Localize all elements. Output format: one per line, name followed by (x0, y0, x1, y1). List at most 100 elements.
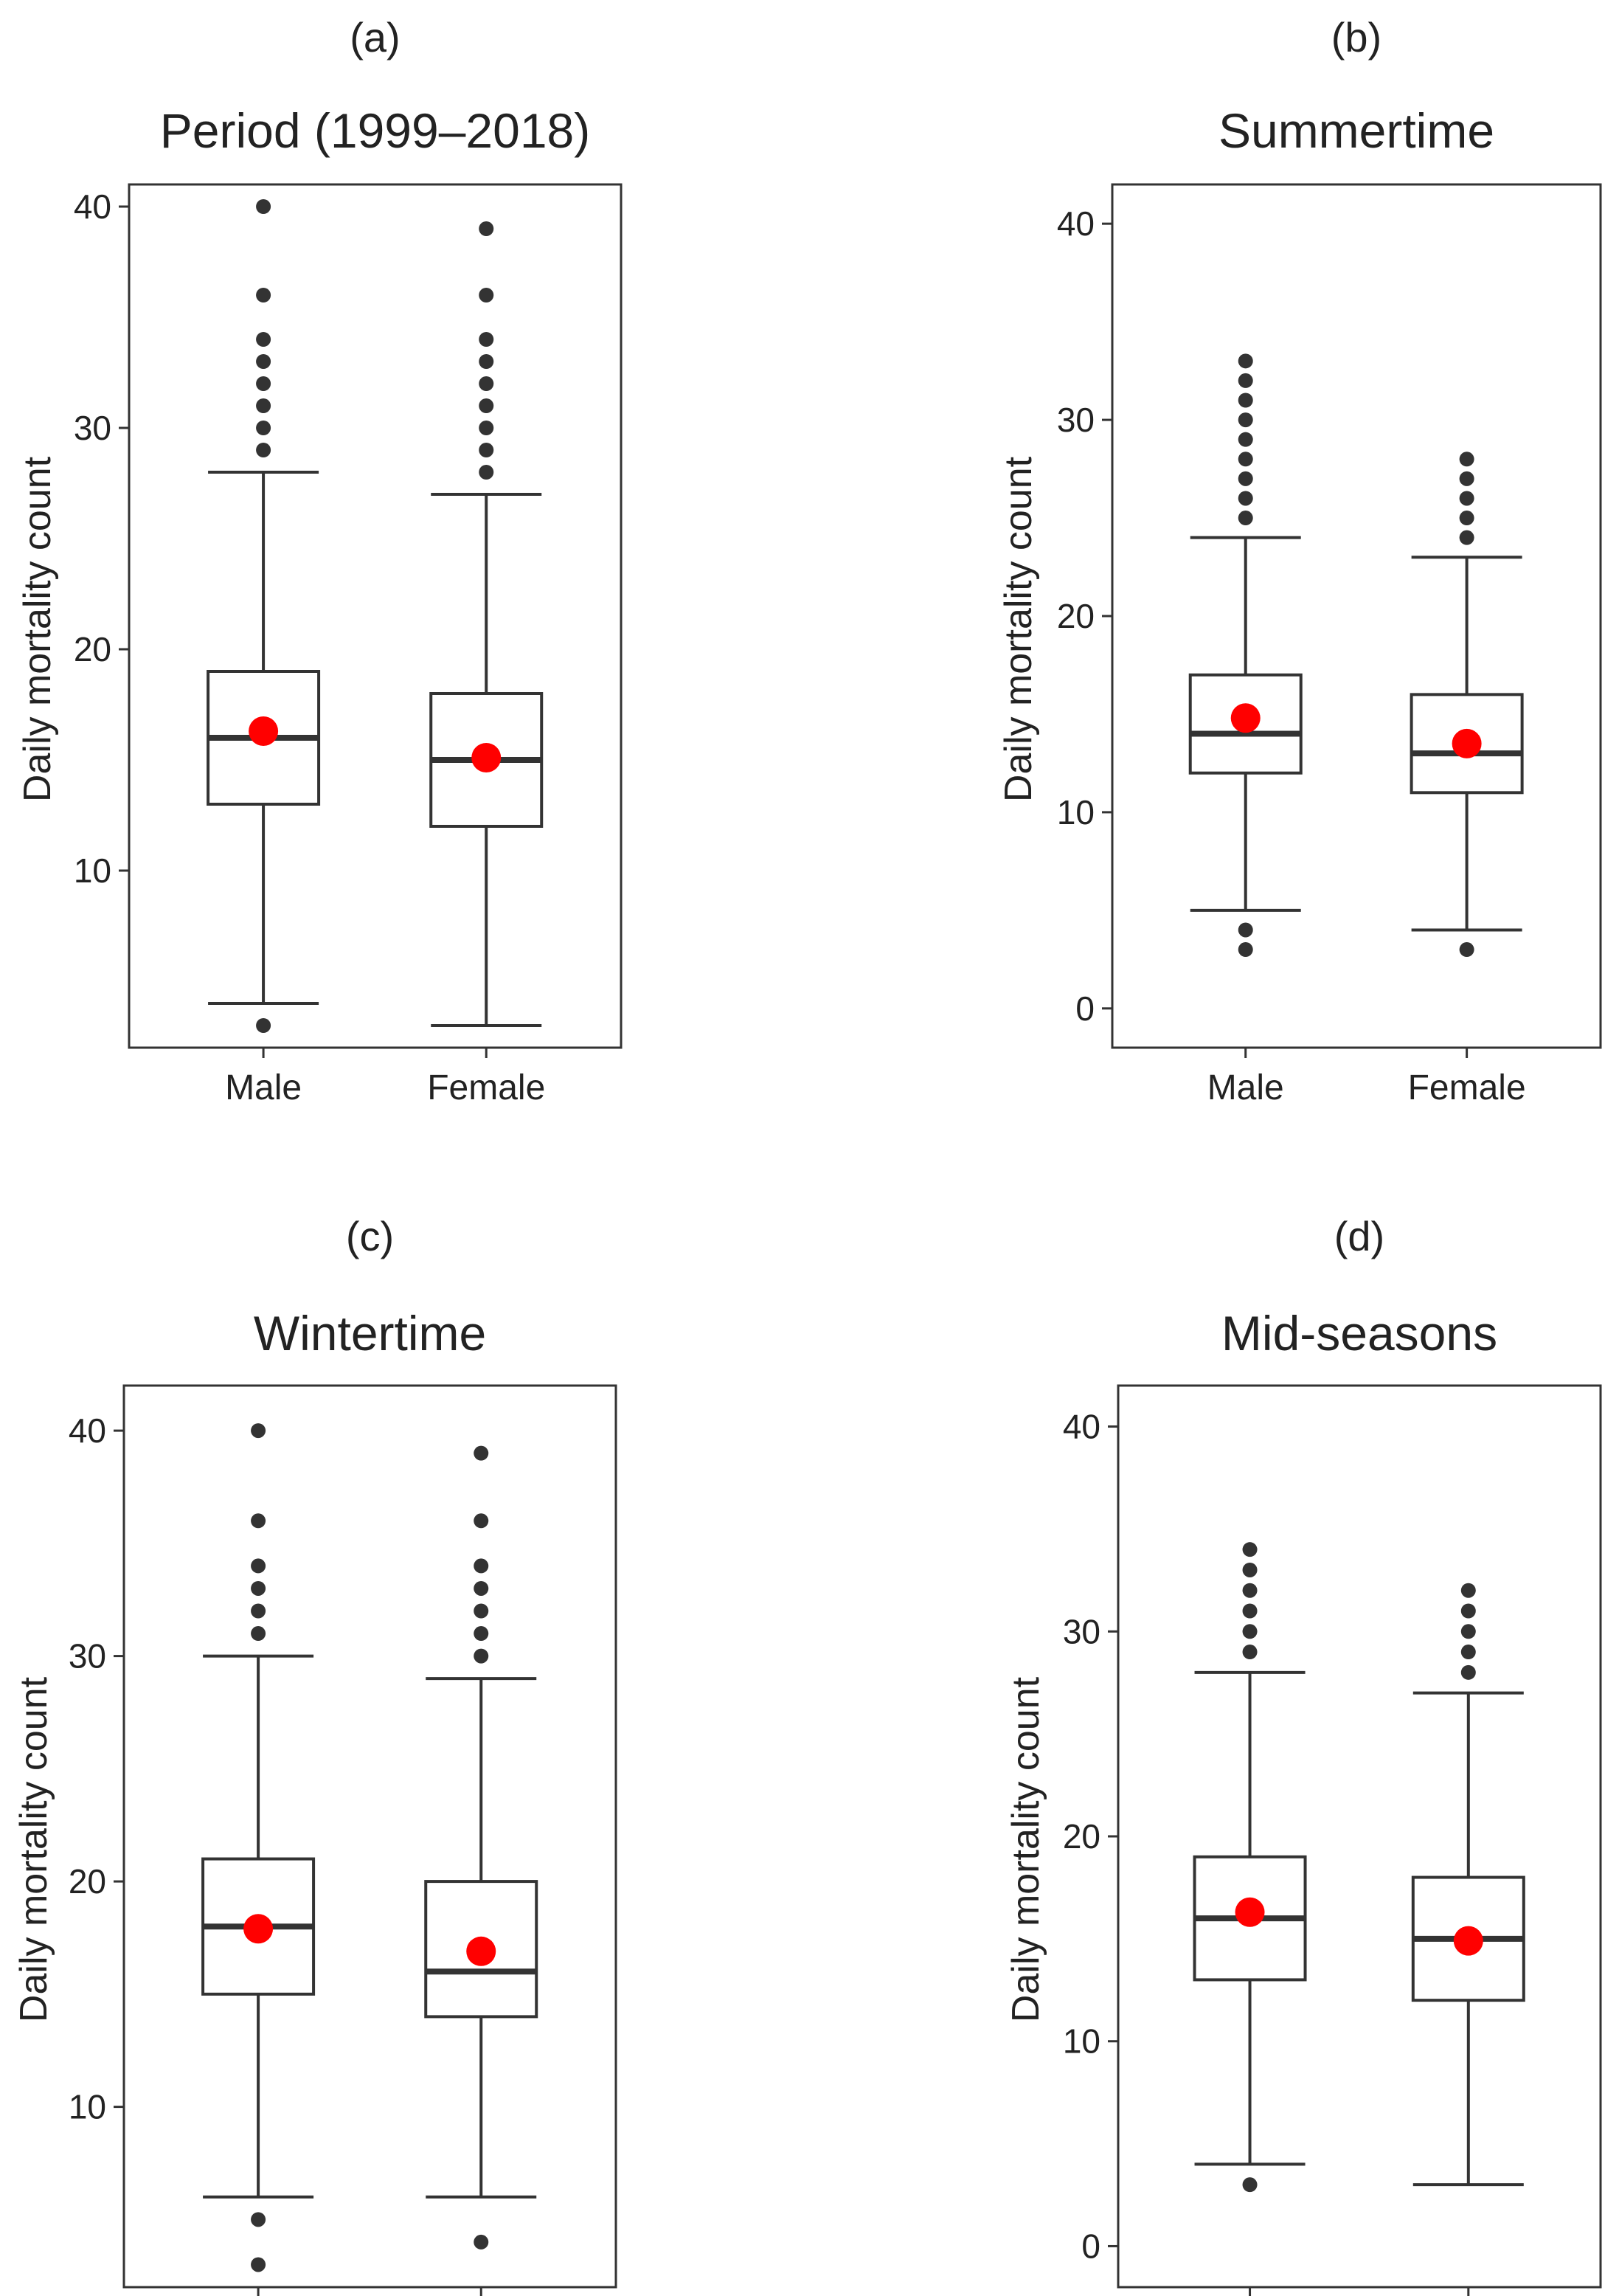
y-tick-label: 40 (1057, 204, 1095, 243)
outlier-point (1242, 1542, 1258, 1557)
panel-label: (c) (346, 1213, 394, 1259)
panel-b: (b) Summertime Daily mortality count 0 10 20 3… (997, 14, 1602, 1107)
outlier-point (1242, 2177, 1258, 2193)
box-female: Female (1411, 1583, 1525, 2296)
outlier-point (256, 354, 271, 369)
mean-point (1235, 1897, 1265, 1927)
outlier-point (251, 1580, 266, 1596)
plot-frame (128, 183, 623, 1049)
outlier-point (1459, 530, 1474, 545)
outlier-point (1459, 452, 1474, 467)
outlier-point (479, 376, 494, 391)
outlier-point (1238, 491, 1253, 506)
outlier-point (479, 354, 494, 369)
y-tick-label: 20 (69, 1862, 106, 1901)
y-axis-label: Daily mortality count (16, 456, 59, 802)
outlier-point (479, 221, 494, 236)
x-tick-label: Female (1408, 1068, 1526, 1107)
outlier-point (474, 1558, 489, 1574)
panel-label: (b) (1331, 14, 1381, 60)
outlier-point (474, 1580, 489, 1596)
outlier-point (1238, 412, 1253, 428)
chart-title: Mid-seasons (1221, 1306, 1497, 1360)
outlier-point (1242, 1624, 1258, 1639)
box-male: Male (1193, 1542, 1307, 2296)
outlier-point (1459, 491, 1474, 506)
outlier-point (1238, 393, 1253, 408)
panel-label: (d) (1334, 1213, 1384, 1259)
y-tick-label: 10 (1057, 793, 1095, 831)
plot-frame (1117, 1384, 1602, 2289)
plot-frame (1111, 183, 1602, 1049)
panel-c: (c) Wintertime Daily mortality count 10 20 30… (13, 1213, 617, 2296)
y-tick-label: 30 (69, 1637, 106, 1676)
outlier-point (474, 2234, 489, 2250)
outlier-point (1242, 1645, 1258, 1660)
outlier-point (251, 2257, 266, 2272)
box-male: Male (201, 1423, 316, 2296)
x-tick-label: Male (225, 1068, 302, 1107)
x-tick-label: Male (1207, 1068, 1284, 1107)
outlier-point (479, 465, 494, 480)
chart-title: Summertime (1218, 103, 1494, 158)
y-tick-label: 40 (74, 187, 111, 226)
outlier-point (256, 1018, 271, 1033)
y-tick-label: 10 (74, 851, 111, 890)
mean-point (471, 743, 502, 772)
outlier-point (1459, 942, 1474, 958)
mean-point (249, 716, 279, 746)
outlier-point (256, 332, 271, 347)
x-tick-label: Female (427, 1068, 545, 1107)
plot-frame (122, 1384, 617, 2289)
y-tick-label: 20 (1063, 1817, 1100, 1856)
y-tick-label: 30 (1063, 1612, 1100, 1650)
mean-point (1230, 703, 1261, 733)
outlier-point (251, 1423, 266, 1439)
y-tick-label: 20 (74, 630, 111, 668)
mean-point (466, 1936, 496, 1966)
outlier-point (1460, 1664, 1476, 1680)
outlier-point (1238, 471, 1253, 486)
outlier-point (1238, 942, 1253, 958)
panel-a: (a) Period (1999–2018) Daily mortality cou… (16, 14, 623, 1107)
y-tick-label: 0 (1075, 989, 1095, 1028)
outlier-point (1459, 511, 1474, 526)
outlier-point (479, 288, 494, 302)
y-axis-label: Daily mortality count (1005, 1676, 1047, 2022)
mean-point (1453, 1926, 1483, 1956)
outlier-point (1459, 471, 1474, 486)
outlier-point (479, 443, 494, 457)
outlier-point (1460, 1583, 1476, 1598)
outlier-point (1460, 1603, 1476, 1619)
y-tick-label: 0 (1081, 2227, 1100, 2265)
outlier-point (474, 1445, 489, 1461)
box-male: Male (207, 199, 321, 1107)
y-tick-label: 40 (69, 1411, 106, 1450)
box-female: Female (424, 1445, 538, 2296)
outlier-point (1238, 432, 1253, 447)
mean-point (1452, 728, 1482, 758)
outlier-point (479, 332, 494, 347)
y-tick-label: 20 (1057, 597, 1095, 635)
outlier-point (251, 2212, 266, 2227)
outlier-point (1460, 1645, 1476, 1660)
outlier-point (1242, 1603, 1258, 1619)
outlier-point (479, 398, 494, 413)
outlier-point (256, 398, 271, 413)
chart-title: Period (1999–2018) (160, 103, 590, 158)
outlier-point (1242, 1583, 1258, 1598)
y-tick-label: 30 (74, 409, 111, 447)
outlier-point (256, 421, 271, 435)
box-female: Female (1408, 452, 1526, 1107)
outlier-point (251, 1513, 266, 1529)
panel-label: (a) (350, 14, 400, 60)
y-tick-label: 10 (69, 2088, 106, 2126)
outlier-point (1238, 353, 1253, 369)
box-male: Male (1188, 353, 1303, 1107)
outlier-point (1238, 373, 1253, 388)
outlier-point (474, 1626, 489, 1642)
outlier-point (256, 443, 271, 457)
outlier-point (251, 1558, 266, 1574)
box-female: Female (427, 221, 545, 1107)
